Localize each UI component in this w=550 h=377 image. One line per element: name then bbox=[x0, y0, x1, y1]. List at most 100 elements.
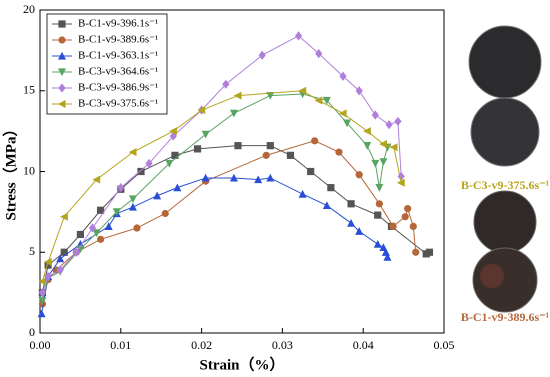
marker bbox=[298, 189, 307, 198]
x-tick-label: 0.04 bbox=[353, 338, 374, 352]
x-tick-label: 0.00 bbox=[30, 338, 51, 352]
marker bbox=[38, 277, 47, 286]
marker bbox=[307, 167, 315, 176]
marker bbox=[425, 248, 434, 256]
marker bbox=[343, 119, 352, 128]
marker bbox=[327, 184, 335, 192]
marker bbox=[374, 211, 382, 219]
marker bbox=[379, 140, 387, 149]
x-tick-label: 0.05 bbox=[434, 338, 455, 352]
legend-marker bbox=[57, 100, 66, 108]
marker bbox=[197, 106, 206, 115]
marker bbox=[266, 173, 275, 182]
y-tick-label: 20 bbox=[23, 2, 35, 16]
marker bbox=[234, 142, 242, 150]
marker bbox=[266, 142, 274, 150]
marker bbox=[43, 257, 52, 266]
marker bbox=[375, 200, 383, 208]
legend-box bbox=[46, 13, 168, 115]
legend-label: B-C3-v9-364.6s⁻¹ bbox=[78, 66, 158, 78]
marker bbox=[112, 208, 121, 217]
photo bbox=[468, 25, 542, 99]
marker bbox=[171, 151, 179, 159]
marker bbox=[137, 167, 145, 176]
legend-marker bbox=[58, 36, 66, 44]
marker bbox=[97, 235, 105, 243]
photo bbox=[470, 97, 540, 167]
marker bbox=[38, 288, 47, 298]
marker bbox=[371, 159, 380, 168]
marker bbox=[193, 145, 202, 153]
x-tick-label: 0.01 bbox=[110, 338, 131, 352]
marker bbox=[72, 247, 80, 257]
marker bbox=[373, 239, 382, 248]
marker bbox=[173, 183, 182, 192]
marker bbox=[76, 245, 85, 254]
legend-marker bbox=[58, 83, 66, 93]
marker bbox=[128, 202, 137, 211]
photos bbox=[468, 25, 542, 313]
marker bbox=[266, 91, 275, 100]
y-axis-title: Stress（MPa） bbox=[1, 122, 19, 221]
marker bbox=[404, 205, 412, 213]
series-line bbox=[41, 145, 430, 293]
marker bbox=[286, 151, 295, 159]
photo-label: B-C1-v9-389.6s⁻¹ bbox=[461, 310, 550, 324]
marker bbox=[371, 110, 379, 120]
marker bbox=[355, 227, 364, 235]
marker bbox=[314, 96, 323, 105]
y-tick-label: 15 bbox=[23, 83, 35, 97]
legend-label: B-C1-v9-363.1s⁻¹ bbox=[78, 50, 158, 62]
series-line bbox=[41, 140, 417, 305]
marker bbox=[104, 222, 113, 231]
marker bbox=[258, 50, 266, 60]
marker bbox=[347, 200, 355, 208]
marker bbox=[128, 195, 137, 204]
photo-label: B-C3-v9-375.6s⁻¹ bbox=[461, 178, 550, 192]
marker bbox=[322, 96, 331, 105]
y-tick-label: 5 bbox=[29, 244, 35, 258]
legend-marker bbox=[58, 51, 66, 60]
marker bbox=[56, 254, 65, 263]
legend-marker bbox=[58, 20, 66, 28]
legend-label: B-C1-v9-389.6s⁻¹ bbox=[78, 34, 158, 46]
marker bbox=[60, 212, 68, 221]
marker bbox=[397, 171, 405, 181]
y-tick-label: 0 bbox=[29, 325, 35, 339]
marker bbox=[233, 91, 242, 100]
marker bbox=[254, 175, 263, 184]
marker bbox=[383, 252, 392, 261]
legend-label: B-C3-v9-386.9s⁻¹ bbox=[78, 82, 158, 94]
marker bbox=[412, 248, 420, 256]
marker bbox=[363, 142, 372, 150]
photo-stain bbox=[480, 264, 504, 288]
marker bbox=[38, 297, 47, 305]
photo bbox=[472, 247, 538, 313]
marker bbox=[385, 120, 393, 130]
marker bbox=[389, 222, 397, 231]
marker bbox=[363, 127, 371, 136]
marker bbox=[338, 109, 347, 118]
x-tick-label: 0.03 bbox=[272, 338, 293, 352]
series-line bbox=[41, 93, 388, 301]
marker bbox=[229, 173, 238, 182]
marker bbox=[222, 79, 230, 89]
marker bbox=[92, 229, 101, 238]
marker bbox=[229, 109, 238, 118]
marker bbox=[153, 191, 162, 200]
marker bbox=[88, 223, 97, 233]
marker bbox=[60, 248, 68, 256]
marker bbox=[355, 171, 363, 179]
photo bbox=[473, 190, 537, 254]
marker bbox=[97, 206, 105, 214]
marker bbox=[37, 309, 46, 318]
marker bbox=[394, 116, 402, 127]
x-axis-title: Strain（%） bbox=[199, 355, 284, 373]
series-line bbox=[41, 90, 402, 282]
marker bbox=[201, 130, 210, 139]
marker bbox=[347, 218, 356, 227]
marker bbox=[294, 31, 303, 41]
marker bbox=[401, 213, 409, 221]
x-tick-label: 0.02 bbox=[191, 338, 212, 352]
